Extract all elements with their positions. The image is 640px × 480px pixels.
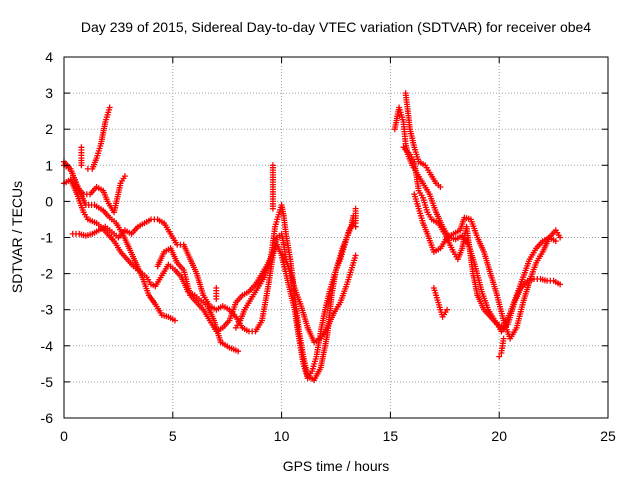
series-spike-5 (496, 335, 507, 360)
y-tick-label: 2 (45, 121, 53, 137)
series-track-10 (402, 90, 444, 190)
x-tick-label: 5 (169, 428, 177, 444)
y-tick-label: -2 (41, 266, 54, 282)
data-point-marks (69, 216, 359, 346)
data-point-marks (352, 205, 359, 227)
series-track-9 (411, 191, 564, 342)
data-point-marks (232, 202, 359, 384)
x-tick-label: 10 (274, 428, 290, 444)
series-spike-2 (84, 104, 113, 172)
y-tick-label: 3 (45, 85, 53, 101)
series-track-11 (430, 285, 450, 320)
y-axis-label: SDTVAR / TECUs (9, 181, 25, 293)
data-point-marks (496, 335, 507, 360)
y-tick-label: -4 (41, 338, 54, 354)
series-track-4 (69, 216, 359, 346)
x-tick-label: 25 (600, 428, 616, 444)
x-tick-label: 15 (383, 428, 399, 444)
data-point-marks (78, 144, 85, 169)
data-point-marks (402, 90, 444, 190)
y-tick-label: -5 (41, 374, 54, 390)
series-track-6 (232, 202, 359, 384)
y-tick-label: 1 (45, 157, 53, 173)
series-spike-1 (78, 144, 85, 169)
series-track-8 (400, 144, 559, 331)
y-tick-label: 0 (45, 193, 53, 209)
x-tick-label: 0 (60, 428, 68, 444)
y-tick-label: -6 (41, 410, 54, 426)
data-point-marks (411, 191, 564, 342)
series-spike-4 (352, 205, 359, 227)
series-spike-3 (269, 162, 276, 212)
axis-ticks: 0 5 10 15 20 25 -6 -5 -4 -3 -2 -1 0 1 2 3 4 (41, 49, 616, 444)
data-point-marks (84, 104, 113, 172)
data-point-marks (269, 162, 276, 212)
x-axis-label: GPS time / hours (283, 458, 390, 474)
series-spike-6 (213, 285, 220, 302)
y-tick-label: -3 (41, 302, 54, 318)
chart-title: Day 239 of 2015, Sidereal Day-to-day VTE… (81, 19, 591, 35)
data-point-marks (430, 285, 450, 320)
data-points (61, 90, 564, 384)
data-point-marks (400, 144, 559, 331)
y-tick-label: -1 (41, 230, 54, 246)
x-tick-label: 20 (491, 428, 507, 444)
data-point-marks (213, 285, 220, 302)
y-tick-label: 4 (45, 49, 53, 65)
